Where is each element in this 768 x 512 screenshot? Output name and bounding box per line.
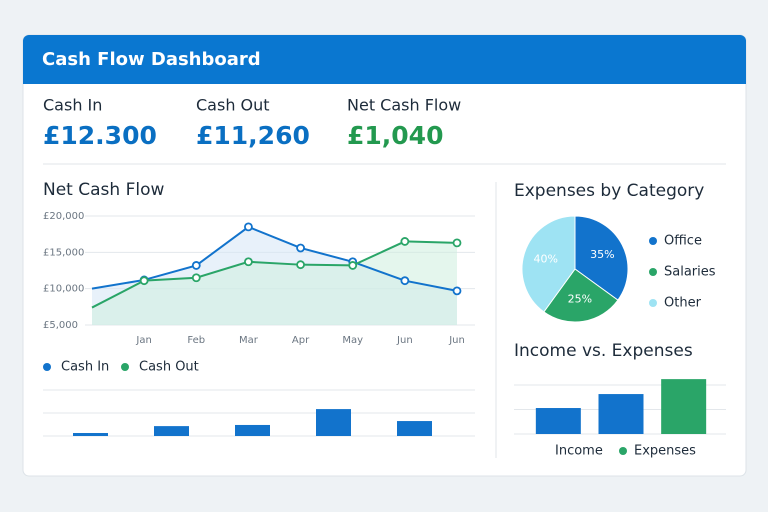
point: [191, 273, 201, 283]
legend-label: Office: [664, 234, 702, 249]
legend-label: Cash Out: [139, 360, 199, 375]
line: [91, 225, 458, 292]
legend-label: Expenses: [634, 444, 696, 459]
x-tick-label: Feb: [187, 335, 205, 346]
point: [452, 286, 462, 296]
kpi-value: £12.300: [43, 121, 157, 150]
kpi-value: £1,040: [347, 121, 443, 150]
header-bar: [23, 35, 746, 84]
legend-dot: [121, 363, 129, 371]
point: [244, 222, 253, 232]
point: [191, 261, 201, 270]
kpi-label: Cash Out: [196, 96, 270, 115]
x-tick-label: Mar: [239, 335, 259, 346]
bar: [154, 426, 189, 436]
point: [296, 260, 305, 270]
point: [296, 243, 305, 253]
y-tick-label: £20,000: [43, 211, 84, 222]
chart-title: Expenses by Category: [514, 181, 704, 201]
bar: [235, 424, 270, 436]
kpi-value: £11,260: [196, 121, 310, 150]
legend-dot: [619, 447, 627, 455]
point: [400, 276, 410, 286]
legend-label: Other: [664, 296, 702, 311]
bar: [661, 379, 707, 434]
bar: [397, 421, 432, 436]
pie-slice: [521, 215, 576, 313]
slice-label: 40%: [534, 253, 558, 266]
kpi-label: Net Cash Flow: [347, 96, 461, 115]
y-tick-label: £15,000: [43, 247, 84, 258]
bar: [316, 409, 351, 436]
pie-slice: [543, 268, 619, 323]
kpi-label: Cash In: [43, 96, 102, 115]
line: [91, 240, 458, 309]
legend-label: Salaries: [664, 265, 716, 280]
slice-label: 35%: [590, 248, 614, 261]
y-tick-label: £10,000: [43, 284, 84, 295]
y-tick-label: £5,000: [43, 320, 78, 331]
point: [348, 261, 358, 270]
x-tick-label: Jun: [396, 335, 413, 346]
legend-dot: [649, 237, 657, 245]
point: [139, 276, 149, 286]
header-title: Cash Flow Dashboard: [42, 49, 261, 70]
bar: [73, 433, 108, 436]
legend-dot: [649, 299, 657, 307]
x-tick-label: May: [342, 335, 363, 346]
legend-label: Cash In: [61, 360, 109, 375]
x-tick-label: Jan: [135, 335, 151, 346]
area: [92, 241, 457, 325]
x-tick-label: Apr: [292, 335, 310, 346]
point: [244, 257, 253, 267]
x-tick-label: Jun: [448, 335, 465, 346]
bar: [598, 394, 644, 434]
legend-dot: [649, 268, 657, 276]
point: [400, 237, 410, 246]
chart-title: Net Cash Flow: [43, 180, 164, 200]
slice-label: 25%: [568, 292, 592, 305]
bar: [535, 408, 581, 434]
chart-title: Income vs. Expenses: [514, 341, 693, 361]
pie-slice: [574, 215, 629, 301]
legend-dot: [43, 363, 51, 371]
legend-label: Income: [555, 444, 603, 459]
point: [452, 238, 462, 248]
